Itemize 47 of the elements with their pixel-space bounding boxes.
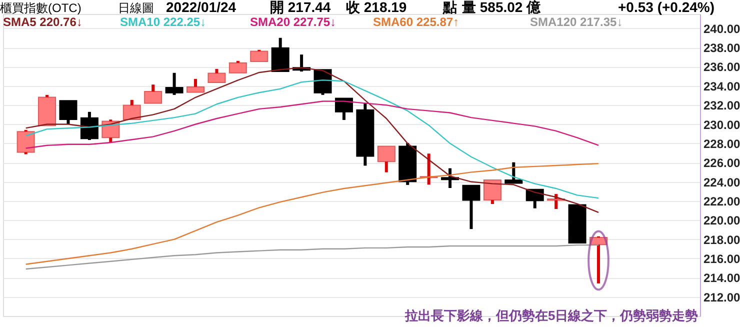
text: SMA5 220.76↓ <box>3 15 82 29</box>
y-tick-label: 236.00 <box>704 60 740 74</box>
candlestick <box>208 68 226 84</box>
candlestick <box>228 60 247 74</box>
y-tick-label: 224.00 <box>704 175 740 190</box>
y-tick-label: 218.00 <box>704 232 740 247</box>
candlestick <box>483 179 502 204</box>
text: SMA20 227.75↓ <box>250 15 336 29</box>
line-series <box>25 80 600 199</box>
y-tick-label: 240.00 <box>704 22 740 36</box>
annotation: 2022/01/24 <box>166 0 236 15</box>
annotation: 開 217.44 <box>270 0 331 15</box>
y-tick-label: 212.00 <box>704 290 740 304</box>
candlestick <box>271 38 290 72</box>
candlestick <box>504 162 523 184</box>
text: +0.53 (+0.24%) <box>618 0 715 15</box>
y-tick-label: 216.00 <box>704 252 740 266</box>
candlestick <box>186 78 204 93</box>
y-tick-label: 228.00 <box>704 136 740 151</box>
y-tick-label: 232.00 <box>704 98 740 113</box>
candlestick <box>80 112 98 140</box>
y-tick-label: 214.00 <box>704 271 740 286</box>
text: SMA60 225.87↑ <box>373 15 460 29</box>
annotation: 拉出長下影線，但仍勢在5日線之下，仍勢弱勢走勢 <box>404 308 698 323</box>
line-series <box>25 67 600 214</box>
annotation: 量 585.02 億 <box>461 0 542 15</box>
y-tick-label: 226.00 <box>704 156 740 170</box>
candlestick <box>377 146 396 172</box>
text: SMA10 222.25↓ <box>120 15 206 29</box>
line-series <box>25 162 600 265</box>
annotation: 日線圖 <box>118 1 154 15</box>
candlestick <box>59 100 78 124</box>
annotation: 點 <box>442 0 457 15</box>
candlestick <box>334 98 353 120</box>
y-tick-label: 234.00 <box>704 79 740 94</box>
candlestick <box>122 100 141 120</box>
y-tick-label: 230.00 <box>704 118 740 132</box>
chart-title: 櫃買指數(OTC) <box>0 1 82 15</box>
candlestick <box>165 72 184 95</box>
annotation: 收 218.19 <box>346 0 407 15</box>
text: SMA120 217.35↓ <box>530 15 623 29</box>
candlestick <box>462 184 480 230</box>
candlestick <box>144 84 162 104</box>
y-tick-label: 238.00 <box>704 41 740 56</box>
candlestick <box>568 204 586 244</box>
y-tick-label: 222.00 <box>704 194 740 208</box>
y-tick-label: 220.00 <box>704 214 740 228</box>
